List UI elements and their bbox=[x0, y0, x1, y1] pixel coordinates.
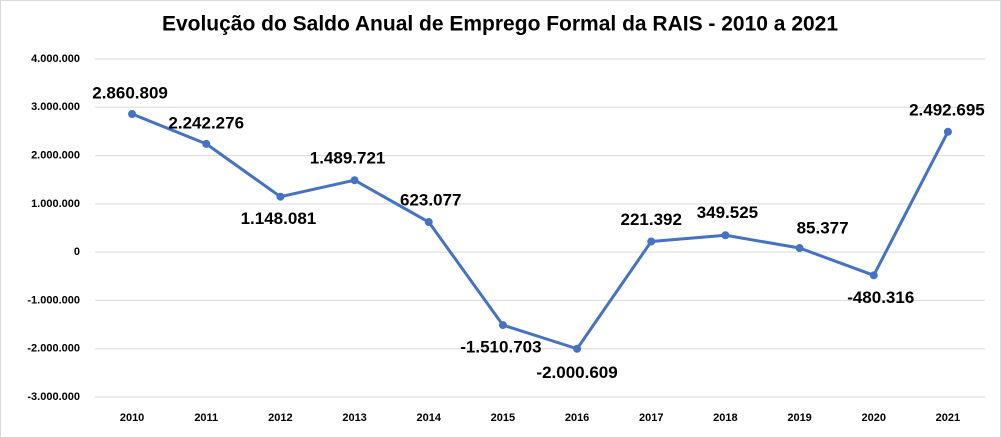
x-tick-label: 2013 bbox=[342, 412, 366, 424]
y-tick-label: 2.000.000 bbox=[31, 149, 80, 161]
x-tick-label: 2012 bbox=[268, 412, 292, 424]
x-tick-label: 2020 bbox=[862, 412, 886, 424]
x-tick-label: 2014 bbox=[417, 412, 442, 424]
y-tick-label: 3.000.000 bbox=[31, 101, 80, 113]
y-tick-label: -1.000.000 bbox=[27, 294, 80, 306]
data-point bbox=[350, 176, 359, 185]
y-tick-label: 0 bbox=[74, 246, 80, 258]
y-tick-label: -3.000.000 bbox=[27, 391, 80, 403]
y-tick-label: -2.000.000 bbox=[27, 343, 80, 355]
data-point bbox=[795, 244, 804, 253]
x-tick-label: 2021 bbox=[936, 412, 960, 424]
data-point bbox=[721, 231, 730, 240]
y-tick-label: 4.000.000 bbox=[31, 53, 80, 65]
data-point bbox=[202, 139, 211, 148]
data-point bbox=[943, 127, 952, 136]
series-line bbox=[131, 112, 950, 351]
x-tick-label: 2011 bbox=[194, 412, 218, 424]
x-tick-label: 2016 bbox=[565, 412, 589, 424]
x-tick-label: 2018 bbox=[713, 412, 737, 424]
chart-title: Evolução do Saldo Anual de Emprego Forma… bbox=[162, 13, 838, 36]
y-tick-label: 1.000.000 bbox=[31, 198, 80, 210]
data-label: 1.148.081 bbox=[241, 209, 317, 228]
x-tick-label: 2017 bbox=[639, 412, 663, 424]
data-point bbox=[128, 110, 137, 119]
data-point bbox=[573, 344, 582, 353]
data-label: 1.489.721 bbox=[310, 149, 386, 168]
data-label: -2.000.609 bbox=[536, 363, 617, 382]
data-point bbox=[276, 192, 285, 201]
data-label: -480.316 bbox=[847, 288, 914, 307]
data-point bbox=[498, 321, 507, 330]
data-label: 2.242.276 bbox=[168, 113, 244, 132]
data-label: 85.377 bbox=[797, 219, 849, 238]
data-label: 349.525 bbox=[697, 203, 758, 222]
data-label: 623.077 bbox=[400, 191, 461, 210]
x-tick-label: 2019 bbox=[787, 412, 811, 424]
data-label: 2.492.695 bbox=[909, 100, 985, 119]
data-point bbox=[424, 218, 433, 227]
data-label: 2.860.809 bbox=[92, 83, 168, 102]
x-tick-label: 2015 bbox=[491, 412, 515, 424]
data-label: -1.510.703 bbox=[460, 338, 541, 357]
x-tick-label: 2010 bbox=[120, 412, 144, 424]
data-label: 221.392 bbox=[621, 210, 682, 229]
data-point bbox=[647, 237, 656, 246]
data-point bbox=[869, 271, 878, 280]
